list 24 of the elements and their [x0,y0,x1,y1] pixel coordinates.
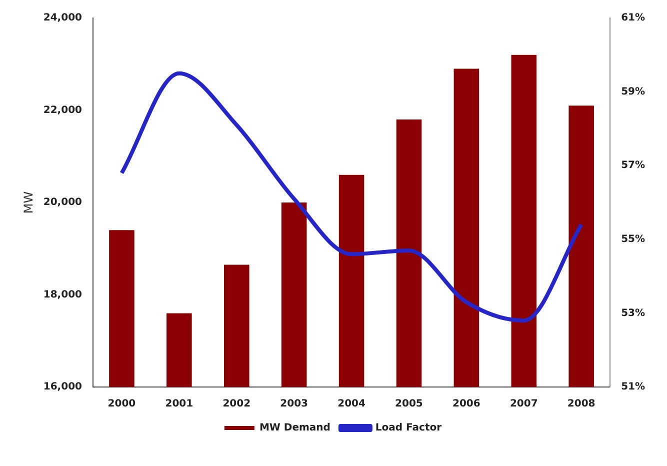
y2-tick-label: 53% [621,308,645,319]
legend-label: Load Factor [375,422,442,434]
line-series [120,71,584,323]
y2-tick-label: 55% [621,234,645,245]
y2-tick-label: 51% [621,382,645,393]
x-tick-label: 2005 [395,398,423,410]
x-tick-label: 2004 [338,398,366,410]
y2-tick-label: 61% [621,12,645,24]
x-tick-label: 2007 [510,398,538,410]
legend-label: MW Demand [259,422,330,434]
y-tick-label: 18,000 [43,289,82,300]
x-tick-label: 2002 [222,398,251,410]
y2-tick-label: 57% [621,160,645,172]
x-tick-label: 2003 [280,398,308,410]
x-tick-label: 2000 [108,398,136,410]
y-tick-label: 20,000 [43,197,82,208]
x-tick-label: 2006 [452,398,480,410]
y-tick-label: 24,000 [43,12,82,24]
x-tick-label: 2001 [165,398,194,410]
x-tick-label: 2008 [567,398,596,410]
y-tick-label: 22,000 [43,104,82,116]
y-tick-label: 16,000 [43,382,82,393]
y2-tick-label: 59% [621,86,645,98]
y-axis-title: MW [21,191,36,214]
